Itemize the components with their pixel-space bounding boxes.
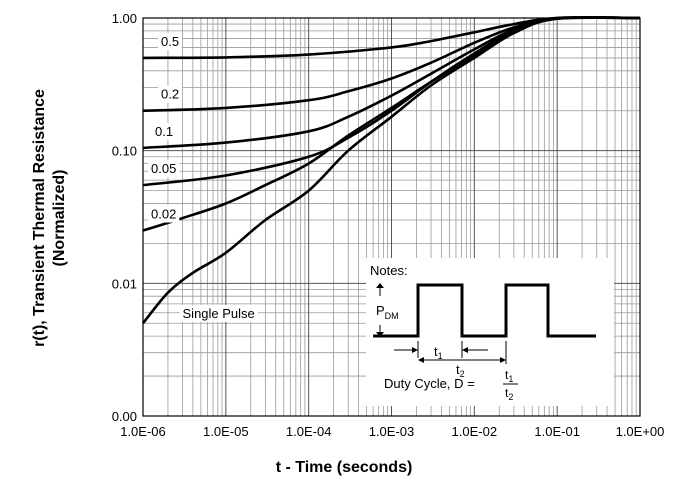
pulse-waveform — [373, 283, 596, 338]
x-tick-label: 1.0E-05 — [203, 424, 249, 439]
t2-subscript: 2 — [460, 369, 465, 379]
t1-arrow-right-head — [462, 347, 468, 353]
duty-num-subscript: 1 — [508, 374, 513, 384]
series-label-bg — [148, 205, 180, 223]
x-tick-label: 1.0E-04 — [286, 424, 332, 439]
notes-title: Notes: — [370, 263, 408, 278]
x-tick-label: 1.0E-06 — [120, 424, 166, 439]
series-label-bg — [158, 85, 183, 103]
plot-border — [142, 17, 641, 417]
notes-inset-background — [366, 258, 614, 406]
t2-label: t2 — [456, 362, 465, 379]
t1-label: t1 — [434, 344, 443, 361]
x-tick-label: 1.0E+00 — [616, 424, 665, 439]
series-label: 0.02 — [151, 207, 176, 222]
series-label: Single Pulse — [183, 306, 255, 321]
t2-letter: t — [456, 362, 460, 377]
tick-label-layer: 1.0E-06 1.0E-05 1.0E-04 1.0E-03 1.0E-02 1.0E-… — [112, 11, 665, 439]
pdm-arrow-bottom-head — [376, 332, 384, 337]
x-tick-label: 1.0E-01 — [534, 424, 580, 439]
duty-num-letter: t — [505, 368, 509, 382]
series-label-bg — [158, 32, 183, 50]
y-axis-label-line2: (Normalized) — [51, 170, 68, 267]
y-tick-label: 1.00 — [112, 11, 137, 26]
series-layer — [141, 15, 641, 325]
t1-letter: t — [434, 344, 438, 359]
duty-den-letter: t — [505, 386, 509, 400]
series-label-bg — [148, 160, 180, 178]
notes-inset: Notes: PDM t1 t2 Duty Cycle, D = — [366, 258, 614, 406]
t2-arrow-left-head — [418, 357, 424, 363]
pdm-label: PDM — [376, 303, 399, 321]
duty-den-subscript: 2 — [508, 392, 513, 402]
t2-arrow-right-head — [500, 357, 506, 363]
series-label: 0.05 — [151, 161, 176, 176]
t1-arrow-left-head — [412, 347, 418, 353]
duty-fraction-numerator: t1 — [505, 368, 513, 384]
series-label-layer: 0.5 0.2 0.1 0.05 0.02 Single Pulse — [148, 32, 258, 322]
series-label: 0.2 — [161, 87, 179, 102]
series-label-bg — [179, 304, 258, 322]
pdm-letter: P — [376, 303, 385, 318]
y-tick-label: 0.10 — [112, 144, 137, 159]
plot-frame — [142, 17, 641, 417]
x-tick-label: 1.0E-03 — [369, 424, 415, 439]
y-axis-label-line1: r(t), Transient Thermal Resistance — [31, 89, 48, 347]
y-tick-label: 0.01 — [112, 276, 137, 291]
y-tick-label: 0.00 — [112, 409, 137, 424]
x-axis-label: t - Time (seconds) — [276, 459, 413, 476]
x-tick-label: 1.0E-02 — [452, 424, 498, 439]
series-label-bg — [152, 122, 177, 140]
series-label: 0.1 — [155, 124, 173, 139]
pdm-subscript: DM — [385, 311, 399, 321]
t1-subscript: 1 — [438, 351, 443, 361]
duty-cycle-label: Duty Cycle, D = — [384, 376, 475, 391]
pdm-arrow-top-head — [376, 283, 384, 288]
series-label: 0.5 — [161, 34, 179, 49]
series-line-5 — [141, 16, 641, 325]
duty-fraction-denominator: t2 — [505, 386, 513, 402]
